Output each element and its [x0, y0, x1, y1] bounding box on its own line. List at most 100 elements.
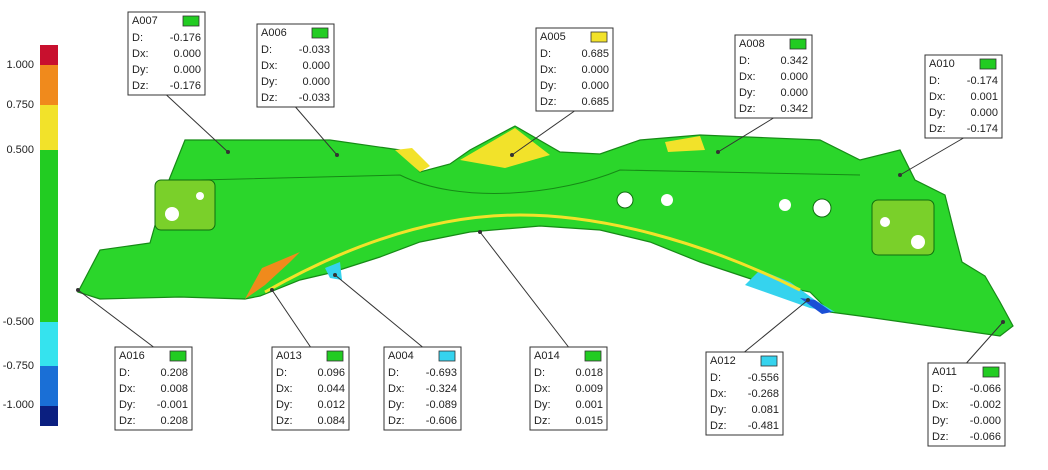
row-label: D: — [276, 367, 287, 379]
row-value: 0.208 — [160, 367, 188, 379]
yellow-patch — [460, 128, 550, 168]
row-value: 0.001 — [970, 91, 998, 103]
row-value: -0.066 — [970, 431, 1001, 443]
leader-point — [76, 288, 80, 292]
row-label: Dz: — [929, 123, 946, 135]
row-value: 0.008 — [160, 383, 188, 395]
scale-label: -1.000 — [3, 399, 34, 411]
row-value: 0.342 — [780, 103, 808, 115]
row-label: Dy: — [739, 87, 756, 99]
hole — [911, 235, 925, 249]
row-label: Dx: — [119, 383, 136, 395]
row-value: 0.000 — [581, 64, 609, 76]
row-value: 0.342 — [780, 55, 808, 67]
row-label: Dx: — [534, 383, 551, 395]
row-label: Dz: — [540, 96, 557, 108]
part-edge — [199, 169, 861, 194]
leader-point — [898, 173, 902, 177]
row-value: 0.044 — [317, 383, 345, 395]
row-label: D: — [119, 367, 130, 379]
callout-swatch — [982, 366, 1000, 378]
edge-band — [264, 213, 801, 294]
labels: 1.000 0.750 0.500 -0.500 -0.750 -1.000 A007 D: -… — [3, 11, 1006, 447]
scale-band — [40, 150, 58, 322]
leader-line — [77, 289, 154, 348]
leader-line — [511, 110, 575, 156]
row-label: Dx: — [388, 383, 405, 395]
row-value: 0.000 — [173, 48, 201, 60]
row-value: 0.000 — [780, 71, 808, 83]
row-label: Dz: — [388, 415, 405, 427]
hole — [165, 207, 179, 221]
row-value: -0.174 — [967, 75, 998, 87]
row-value: -0.001 — [157, 399, 188, 411]
row-label: Dz: — [119, 415, 136, 427]
row-label: Dz: — [932, 431, 949, 443]
row-value: -0.606 — [426, 415, 457, 427]
row-label: D: — [710, 372, 721, 384]
scale-label: -0.500 — [3, 316, 34, 328]
row-value: -0.693 — [426, 367, 457, 379]
row-label: D: — [932, 383, 943, 395]
row-label: Dy: — [534, 399, 551, 411]
leader-line — [899, 137, 964, 176]
row-label: D: — [132, 32, 143, 44]
yellow-patch — [395, 148, 430, 172]
scale-label: -0.750 — [3, 360, 34, 372]
row-value: 0.000 — [173, 64, 201, 76]
row-value: -0.556 — [748, 372, 779, 384]
row-label: Dx: — [739, 71, 756, 83]
scale-label: 1.000 — [6, 59, 34, 71]
row-value: 0.000 — [970, 107, 998, 119]
hole — [779, 199, 791, 211]
row-label: Dy: — [929, 107, 946, 119]
callout-box — [705, 351, 784, 436]
blue-patch — [325, 262, 342, 280]
row-label: Dz: — [261, 92, 278, 104]
callout-swatch — [584, 350, 602, 362]
leader-line — [295, 106, 338, 156]
leader-point — [716, 150, 720, 154]
hole — [616, 191, 634, 209]
row-value: 0.018 — [575, 367, 603, 379]
row-value: 0.012 — [317, 399, 345, 411]
pocket — [871, 199, 935, 256]
row-value: 0.208 — [160, 415, 188, 427]
row-label: D: — [929, 75, 940, 87]
row-label: Dz: — [534, 415, 551, 427]
row-value: -0.324 — [426, 383, 457, 395]
row-value: 0.009 — [575, 383, 603, 395]
scale-band — [40, 366, 58, 406]
color-scale — [40, 45, 58, 426]
row-label: Dx: — [132, 48, 149, 60]
scale-band — [40, 45, 58, 65]
row-label: Dz: — [276, 415, 293, 427]
row-value: 0.015 — [575, 415, 603, 427]
callout-id: A006 — [261, 27, 287, 39]
callout-id: A004 — [388, 350, 414, 362]
row-value: -0.002 — [970, 399, 1001, 411]
leader-point — [226, 150, 230, 154]
row-value: 0.685 — [581, 48, 609, 60]
hole — [880, 217, 890, 227]
row-value: 0.001 — [575, 399, 603, 411]
orange-patch — [245, 252, 300, 299]
leader-line — [966, 321, 1004, 364]
callout-swatch — [438, 350, 456, 362]
yellow-patch — [665, 136, 705, 152]
row-value: -0.268 — [748, 388, 779, 400]
row-label: Dy: — [710, 404, 727, 416]
callout-swatch — [979, 58, 997, 70]
leaders — [76, 94, 1005, 364]
leader-point — [478, 230, 482, 234]
row-label: Dx: — [276, 383, 293, 395]
leader-point — [1001, 320, 1005, 324]
scale-band — [40, 65, 58, 105]
row-value: 0.096 — [317, 367, 345, 379]
row-value: 0.084 — [317, 415, 345, 427]
row-label: Dy: — [540, 80, 557, 92]
callout-id: A016 — [119, 350, 145, 362]
hole — [812, 198, 832, 218]
row-label: Dy: — [932, 415, 949, 427]
